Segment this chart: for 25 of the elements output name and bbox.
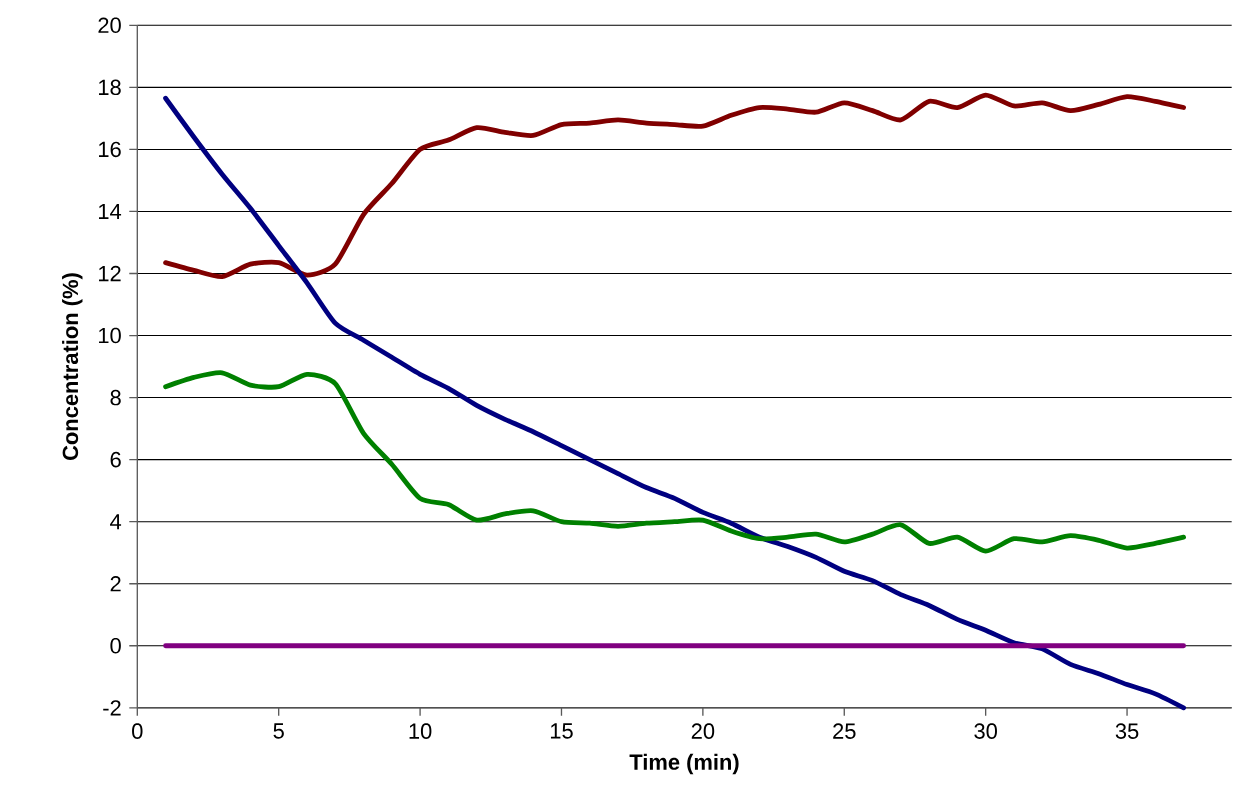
y-tick-label: 0 [110, 638, 121, 654]
y-tick-label: 8 [110, 389, 121, 406]
x-tick-label: 35 [1115, 723, 1139, 739]
x-tick-label: 25 [833, 723, 856, 739]
x-tick-label: 5 [273, 723, 284, 739]
y-tick-label: 2 [110, 576, 121, 592]
y-tick-label: 4 [110, 514, 122, 530]
y-tick-label: 10 [99, 327, 121, 344]
y-tick-label: 18 [99, 79, 121, 96]
y-tick-label: 6 [110, 451, 121, 468]
x-tick-label: 10 [409, 723, 432, 739]
y-tick-label: 20 [98, 17, 121, 34]
line-series [163, 92, 1187, 280]
y-tick-label: 14 [99, 204, 122, 220]
x-tick-label: 0 [132, 723, 143, 739]
line-series [163, 370, 1187, 554]
x-tick-label: 30 [974, 723, 997, 739]
y-tick-label: 16 [99, 141, 121, 158]
y-axis-title: Concentration (%) [62, 273, 83, 461]
x-axis-title: Time (min) [629, 753, 739, 775]
y-tick-label: -2 [103, 700, 121, 716]
y-tick-label: 12 [99, 265, 121, 282]
line-series [163, 95, 1187, 711]
x-tick-label: 20 [691, 723, 715, 739]
x-tick-label: 15 [550, 723, 573, 739]
